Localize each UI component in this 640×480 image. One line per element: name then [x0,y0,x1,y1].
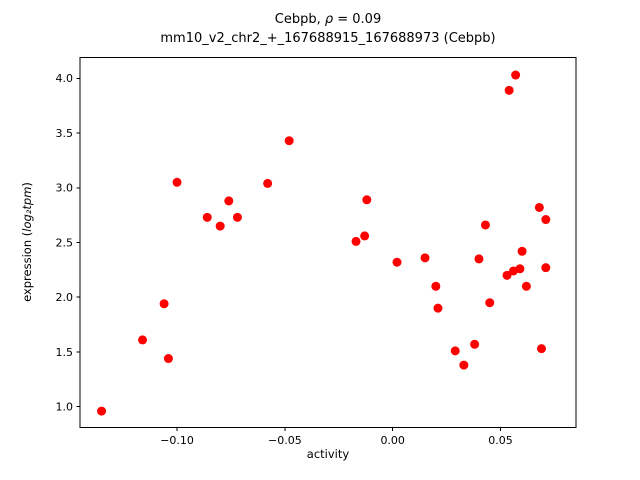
data-point [517,246,527,256]
title-rho-symbol: ρ [324,12,334,27]
y-tick-label: 1.5 [56,346,74,359]
data-point [480,220,490,230]
data-point [392,257,402,267]
data-point [163,354,173,364]
data-point [232,212,242,222]
y-tick-label: 2.0 [56,291,74,304]
data-point [504,85,514,95]
data-point [541,263,551,273]
data-point [459,360,469,370]
data-point [202,212,212,222]
data-point [515,264,525,274]
data-point [224,196,234,206]
x-tick-label: −0.10 [160,434,194,447]
data-point [420,253,430,263]
y-axis-label-math: log₂tpm [20,186,34,232]
data-point [284,136,294,146]
y-tick-label: 3.0 [56,182,74,195]
y-tick-label: 2.5 [56,236,74,249]
data-point [172,177,182,187]
title-rho-value: = 0.09 [333,12,382,27]
data-point [511,70,521,80]
data-point [138,335,148,345]
data-point [97,406,107,416]
chart-title-line1: Cebpb, ρ = 0.09 [80,10,576,29]
x-axis-label: activity [306,447,350,461]
x-tick-label: 0.05 [488,434,513,447]
data-point [474,254,484,264]
x-tick-label: 0.00 [380,434,405,447]
data-point [537,344,546,354]
data-point [351,236,361,246]
y-tick-label: 4.0 [56,72,74,85]
chart-title: Cebpb, ρ = 0.09 mm10_v2_chr2_+_167688915… [80,10,576,48]
title-gene-name: Cebpb, [274,12,325,27]
data-point [215,221,225,231]
data-point [362,195,372,205]
data-point [431,281,441,291]
plot-area [79,57,577,428]
data-point [521,281,531,291]
data-point [470,339,480,349]
y-axis-label-prefix: expression ( [20,231,34,302]
data-point [433,303,443,313]
data-point [534,202,544,212]
x-tick-label: −0.05 [268,434,302,447]
chart-title-line2: mm10_v2_chr2_+_167688915_167688973 (Cebp… [160,31,496,46]
data-point [159,299,169,309]
y-axis-label-suffix: ) [20,182,34,187]
data-point [450,346,460,356]
data-point [360,231,370,241]
y-tick-label: 3.5 [56,127,74,140]
data-point [502,270,512,280]
data-point [263,178,273,188]
y-axis-label: expression (log₂tpm) [20,182,34,302]
y-tick-label: 1.0 [56,401,74,414]
data-point [541,215,551,225]
data-point [485,298,495,308]
